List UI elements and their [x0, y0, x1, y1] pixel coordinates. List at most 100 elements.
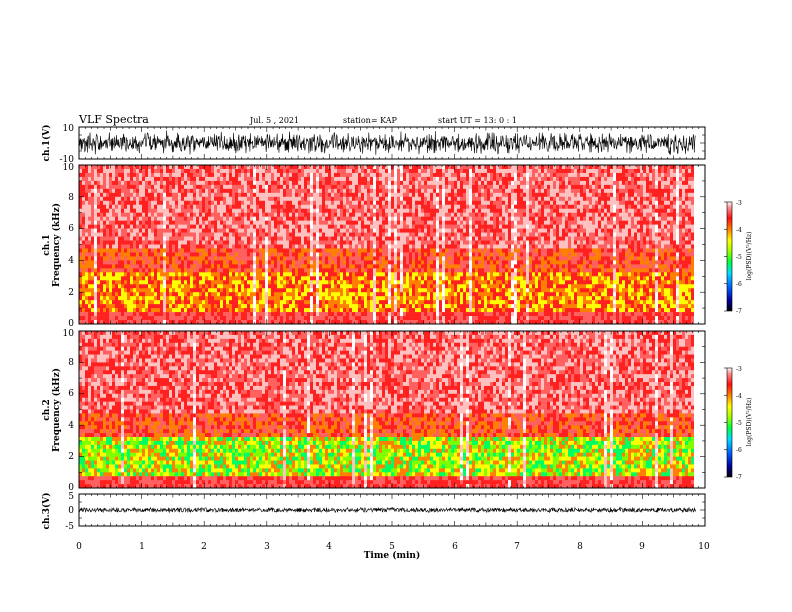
- ch1-spectrogram-cell: [349, 208, 352, 213]
- ch1-spectrogram-cell: [382, 224, 385, 229]
- ch1-spectrogram-cell: [124, 224, 127, 229]
- ch1-spectrogram-cell: [205, 292, 208, 297]
- ch1-spectrogram-cell: [85, 180, 88, 186]
- ch1-spectrogram-cell: [100, 312, 103, 317]
- ch1-spectrogram-cell: [223, 264, 226, 269]
- ch1-spectrogram-cell: [298, 165, 301, 170]
- ch1-spectrogram-cell: [85, 240, 88, 245]
- ch1-spectrogram-cell: [310, 204, 313, 210]
- ch1-spectrogram-cell: [388, 208, 391, 213]
- ch1-spectrogram-cell: [130, 300, 133, 305]
- ch1-spectrogram-cell: [265, 264, 268, 269]
- ch1-spectrogram-cell: [391, 188, 394, 194]
- ch1-spectrogram-cell: [301, 236, 304, 241]
- ch1-spectrogram-cell: [262, 288, 265, 293]
- ch1-spectrogram-cell: [349, 168, 352, 174]
- ch1-spectrogram-cell: [421, 260, 424, 265]
- ch1-spectrogram-cell: [145, 272, 148, 277]
- ch1-spectrogram-cell: [334, 308, 337, 313]
- ch1-spectrogram-cell: [376, 316, 379, 321]
- ch1-spectrogram-cell: [202, 192, 205, 198]
- ch1-spectrogram-cell: [202, 300, 205, 305]
- ch1-spectrogram-cell: [154, 204, 157, 210]
- ch1-spectrogram-cell: [166, 284, 169, 289]
- ch1-spectrogram-cell: [427, 192, 430, 198]
- ch1-spectrogram-cell: [379, 240, 382, 245]
- ch1-spectrogram-cell: [262, 304, 265, 309]
- ch1-spectrogram-cell: [394, 176, 397, 182]
- ch1-spectrogram-cell: [145, 320, 148, 325]
- ch1-spectrogram-cell: [97, 316, 100, 321]
- ch1-spectrogram-cell: [241, 180, 244, 186]
- ch1-spectrogram-cell: [265, 272, 268, 277]
- ch1-spectrogram-cell: [97, 312, 100, 317]
- ch1-spectrogram-cell: [232, 264, 235, 269]
- ch1-spectrogram-cell: [277, 312, 280, 317]
- ch1-spectrogram-cell: [235, 300, 238, 305]
- ch1-spectrogram-cell: [220, 176, 223, 182]
- ch1-spectrogram-cell: [349, 220, 352, 225]
- ch1-spectrogram-cell: [310, 184, 313, 190]
- ch1-spectrogram-cell: [118, 220, 121, 225]
- ch1-spectrogram-cell: [427, 280, 430, 285]
- ch1-spectrogram-cell: [178, 165, 181, 170]
- ch1-spectrogram-cell: [232, 216, 235, 221]
- ch1-spectrogram-cell: [148, 196, 151, 202]
- ch1-spectrogram-cell: [217, 264, 220, 269]
- ch1-spectrogram-cell: [211, 308, 214, 313]
- ch1-spectrogram-cell: [154, 272, 157, 277]
- ch1-spectrogram-cell: [133, 304, 136, 309]
- ch1-spectrogram-cell: [184, 272, 187, 277]
- ch1-spectrogram-cell: [172, 264, 175, 269]
- ch1-spectrogram-cell: [391, 268, 394, 273]
- ch1-spectrogram-cell: [184, 228, 187, 233]
- ch1-spectrogram-cell: [121, 196, 124, 202]
- ch1-spectrogram-cell: [166, 165, 169, 170]
- ch1-spectrogram-cell: [415, 204, 418, 210]
- ch1-spectrogram-cell: [424, 172, 427, 178]
- ch1-spectrogram-cell: [220, 320, 223, 325]
- ch1-spectrogram-cell: [157, 300, 160, 305]
- ch1-spectrogram-cell: [163, 228, 166, 233]
- ch1-spectrogram-cell: [334, 220, 337, 225]
- ch1-spectrogram-cell: [352, 272, 355, 277]
- ch1-spectrogram-cell: [322, 276, 325, 281]
- ch1-spectrogram-cell: [370, 260, 373, 265]
- ch1-spectrogram-cell: [193, 316, 196, 321]
- ch1-spectrogram-cell: [283, 176, 286, 182]
- ch1-waveform-ylabel: ch.1(V): [41, 125, 52, 162]
- ch1-spectrogram-cell: [418, 240, 421, 245]
- ch1-spectrogram-cell: [247, 236, 250, 241]
- ch1-spectrogram-cell: [166, 200, 169, 206]
- ch1-spectrogram-cell: [427, 204, 430, 210]
- ch1-spectrogram-cell: [154, 244, 157, 249]
- ch1-spectrogram-cell: [298, 224, 301, 229]
- ch1-spectrogram-cell: [391, 236, 394, 241]
- ch1-spectrogram-cell: [217, 184, 220, 190]
- ch1-spectrogram-cell: [124, 288, 127, 293]
- ch1-spectrogram-cell: [88, 180, 91, 186]
- ch1-spectrogram-cell: [361, 176, 364, 182]
- ch1-spectrogram-cell: [322, 264, 325, 269]
- ch1-spectrogram-cell: [97, 204, 100, 210]
- ch1-spectrogram-cell: [313, 176, 316, 182]
- ch1-spectrogram-cell: [322, 292, 325, 297]
- ch1-spectrogram-cell: [382, 252, 385, 257]
- ch1-spectrogram-cell: [358, 220, 361, 225]
- ch1-spectrogram-cell: [226, 292, 229, 297]
- ch1-spectrogram-cell: [301, 172, 304, 178]
- ch1-spectrogram-cell: [427, 284, 430, 289]
- ch1-spectrogram-cell: [403, 316, 406, 321]
- ch1-spectrogram-cell: [142, 260, 145, 265]
- ch1-spectrogram-cell: [109, 244, 112, 249]
- ch1-spectrogram-cell: [139, 244, 142, 249]
- ch1-spectrogram-cell: [319, 176, 322, 182]
- ch1-spectrogram-cell: [307, 176, 310, 182]
- ch1-spectrogram-cell: [121, 256, 124, 261]
- ch1-spectrogram-cell: [289, 308, 292, 313]
- ch1-spectrogram-cell: [220, 236, 223, 241]
- ch1-spectrogram-cell: [106, 316, 109, 321]
- ch1-spectrogram-cell: [205, 184, 208, 190]
- ch1-spectrogram-cell: [82, 272, 85, 277]
- ch1-spectrogram-cell: [268, 228, 271, 233]
